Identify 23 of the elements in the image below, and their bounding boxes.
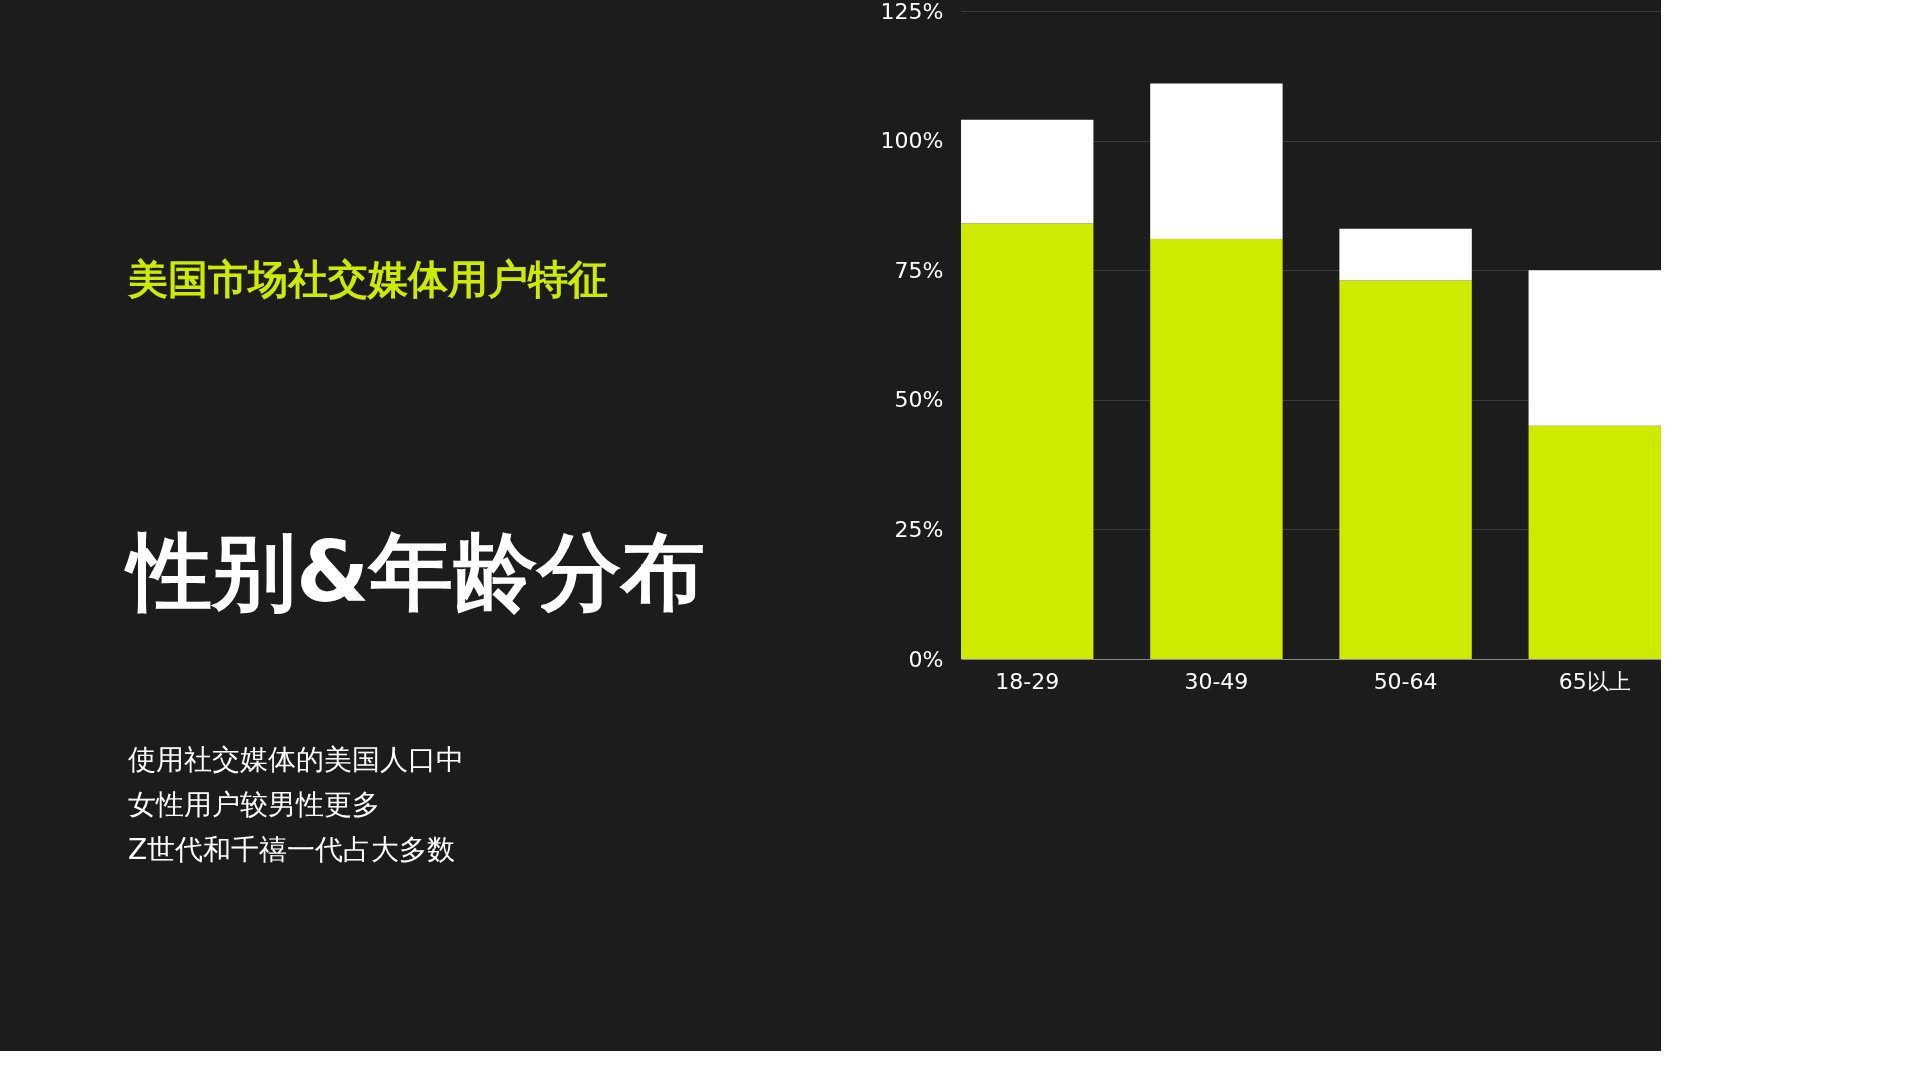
x-tick-label: 50-64 [1373,668,1438,694]
text: Z世代和千禧一代占大多数 [128,833,456,866]
text: 性别&年龄分布 [124,523,706,621]
bar [961,223,1094,659]
x-tick-label: 18-29 [995,668,1060,694]
y-tick-label: 125% [880,0,944,24]
bar [1150,83,1283,240]
bar [1150,239,1283,659]
text: 使用社交媒体的美国人口中 [128,743,464,776]
y-tick-label: 0% [908,646,944,672]
y-tick-label: 75% [894,257,944,283]
bar [1339,228,1472,281]
bar [1339,280,1472,659]
y-tick-label: 50% [894,387,944,413]
bar [1528,425,1661,659]
bar [1528,270,1661,426]
x-tick-label: 30-49 [1184,668,1249,694]
y-tick-label: 100% [880,128,944,154]
text: 美国市场社交媒体用户特征 [127,256,608,302]
bar [961,119,1094,224]
text: 女性用户较男性更多 [128,788,380,821]
y-tick-label: 25% [894,516,944,542]
x-tick-label: 65以上 [1558,668,1631,694]
